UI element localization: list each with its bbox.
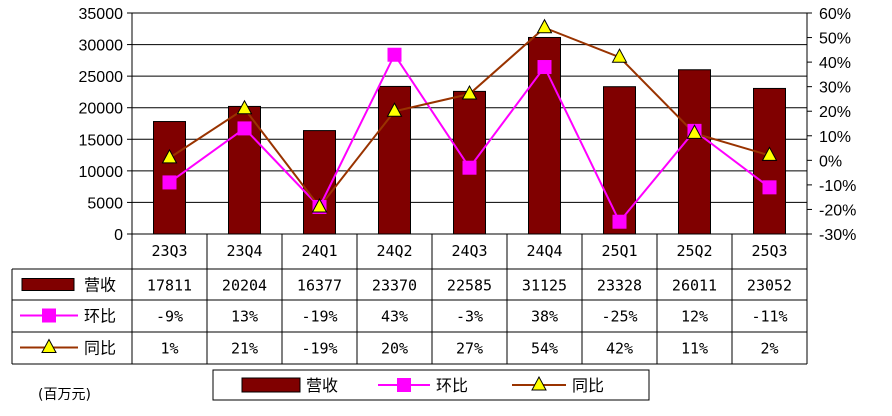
left-y-axis: 35000 30000 25000 20000 15000 10000 5000 0 bbox=[79, 6, 132, 244]
table-cell: 17811 bbox=[147, 277, 192, 295]
left-tick-label: 25000 bbox=[79, 69, 124, 86]
huanbi-point bbox=[237, 121, 252, 136]
table-cell: 23052 bbox=[747, 277, 792, 295]
tongbi-point bbox=[161, 148, 178, 164]
percent-lines bbox=[161, 18, 778, 229]
legend-tongbi-label: 同比 bbox=[572, 376, 604, 395]
huanbi-point bbox=[612, 214, 627, 229]
right-tick-label: 20% bbox=[819, 104, 851, 121]
table-cell: 2% bbox=[760, 340, 778, 358]
table-cell: -11% bbox=[751, 308, 787, 326]
table-cell: 13% bbox=[231, 308, 258, 326]
table-cell: 26011 bbox=[672, 277, 717, 295]
table-cell: 54% bbox=[531, 340, 558, 358]
table-cell: -9% bbox=[156, 308, 183, 326]
table-cell: 42% bbox=[606, 340, 633, 358]
category-label: 23Q3 bbox=[151, 242, 187, 260]
left-tick-label: 30000 bbox=[79, 38, 124, 55]
category-label: 25Q1 bbox=[601, 242, 637, 260]
revenue-bar bbox=[753, 87, 786, 235]
category-label: 23Q4 bbox=[226, 242, 262, 260]
tongbi-key-marker bbox=[41, 338, 57, 353]
huanbi-point bbox=[537, 60, 552, 75]
right-tick-label: -20% bbox=[819, 202, 856, 219]
huanbi-key-marker bbox=[42, 308, 56, 323]
left-tick-label: 20000 bbox=[79, 101, 124, 118]
tongbi-point bbox=[611, 48, 628, 63]
table-cell: 43% bbox=[381, 308, 408, 326]
table-cell: 16377 bbox=[297, 277, 342, 295]
unit-label: (百万元) bbox=[38, 387, 91, 403]
left-tick-label: 35000 bbox=[79, 6, 124, 23]
right-tick-label: 0% bbox=[819, 153, 842, 170]
row-header-label: 同比 bbox=[84, 339, 116, 358]
category-label: 24Q2 bbox=[376, 242, 412, 260]
table-cell: 21% bbox=[231, 340, 258, 358]
table-cell: -19% bbox=[301, 308, 337, 326]
right-y-axis: 60% 50% 40% 30% 20% 10% 0% -10% -20% -30% bbox=[807, 6, 856, 244]
legend-tongbi-marker bbox=[531, 375, 547, 391]
table-cell: 31125 bbox=[522, 277, 567, 295]
tongbi-point bbox=[311, 197, 328, 213]
table-cell: 20204 bbox=[222, 277, 267, 295]
huanbi-point bbox=[387, 47, 402, 62]
table-cell: 38% bbox=[531, 308, 558, 326]
right-tick-label: 10% bbox=[819, 129, 851, 146]
huanbi-point bbox=[162, 175, 177, 190]
right-tick-label: -10% bbox=[819, 178, 856, 195]
legend-huanbi-marker bbox=[397, 378, 411, 392]
left-tick-label: 10000 bbox=[79, 164, 124, 181]
tongbi-point bbox=[536, 18, 553, 34]
table-cell: 27% bbox=[456, 340, 483, 358]
legend-huanbi-label: 环比 bbox=[436, 376, 468, 395]
legend-revenue-label: 营收 bbox=[306, 376, 338, 395]
legend-revenue-key bbox=[241, 377, 301, 393]
table-cell: 22585 bbox=[447, 277, 492, 295]
table-cell: 23328 bbox=[597, 277, 642, 295]
data-table: 23Q3 23Q4 24Q1 24Q2 24Q3 24Q4 25Q1 25Q2 25Q3 营收 17… bbox=[11, 234, 808, 365]
category-label: 25Q3 bbox=[751, 242, 787, 260]
huanbi-point bbox=[762, 180, 777, 195]
tongbi-point bbox=[761, 146, 778, 161]
left-tick-label: 5000 bbox=[87, 195, 123, 212]
right-tick-label: 50% bbox=[819, 31, 851, 48]
table-cell: 12% bbox=[681, 308, 708, 326]
huanbi-point bbox=[462, 160, 477, 175]
table-cell: 20% bbox=[381, 340, 408, 358]
left-tick-label: 0 bbox=[114, 227, 123, 244]
tongbi-point bbox=[461, 84, 478, 100]
category-label: 24Q4 bbox=[526, 242, 562, 260]
table-cell: -19% bbox=[301, 340, 337, 358]
category-label: 24Q3 bbox=[451, 242, 487, 260]
category-label: 24Q1 bbox=[301, 242, 337, 260]
row-header-label: 营收 bbox=[84, 276, 116, 295]
tongbi-point bbox=[686, 124, 703, 139]
revenue-bar bbox=[603, 86, 636, 235]
table-cell: -3% bbox=[456, 308, 483, 326]
tongbi-point bbox=[236, 99, 253, 115]
right-tick-label: 40% bbox=[819, 55, 851, 72]
table-cell: 23370 bbox=[372, 277, 417, 295]
tongbi-point bbox=[386, 102, 403, 117]
category-label: 25Q2 bbox=[676, 242, 712, 260]
left-tick-label: 15000 bbox=[79, 132, 124, 149]
revenue-bar bbox=[678, 69, 711, 235]
right-tick-label: 60% bbox=[819, 6, 851, 23]
revenue-bar bbox=[303, 130, 336, 235]
row-header-label: 环比 bbox=[84, 307, 116, 326]
revenue-key bbox=[21, 278, 75, 291]
legend: 营收 环比 同比 bbox=[212, 369, 650, 401]
right-tick-label: 30% bbox=[819, 80, 851, 97]
table-cell: -25% bbox=[601, 308, 637, 326]
table-cell: 11% bbox=[681, 340, 708, 358]
table-cell: 1% bbox=[160, 340, 178, 358]
right-tick-label: -30% bbox=[819, 227, 856, 244]
revenue-bar bbox=[378, 85, 411, 235]
